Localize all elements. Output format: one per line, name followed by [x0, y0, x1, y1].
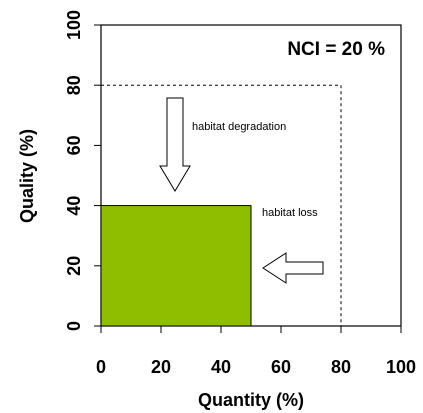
y-tick-label: 80: [64, 75, 84, 95]
x-axis-title: Quantity (%): [198, 390, 304, 410]
y-tick-label: 40: [64, 196, 84, 216]
x-tick-label: 80: [331, 357, 351, 377]
y-tick-label: 20: [64, 256, 84, 276]
current-habitat-region: [100, 205, 252, 327]
y-axis: 0 20 40 60 80 100: [64, 10, 101, 331]
y-tick-label: 100: [64, 10, 84, 40]
x-tick-label: 0: [96, 357, 106, 377]
x-tick-label: 60: [271, 357, 291, 377]
habitat-loss-label: habitat loss: [262, 207, 318, 219]
loss-arrow-icon: [262, 252, 324, 284]
x-tick-label: 40: [211, 357, 231, 377]
habitat-degradation-label: habitat degradation: [192, 121, 286, 133]
reference-habitat-dashed-boundary: [101, 84, 342, 326]
x-tick-label: 100: [386, 357, 416, 377]
y-tick-label: 60: [64, 135, 84, 155]
y-tick-label: 0: [64, 321, 84, 331]
degradation-arrow-icon: [159, 97, 191, 192]
x-tick-label: 20: [151, 357, 171, 377]
y-axis-title: Quality (%): [17, 129, 37, 223]
nci-label: NCI = 20 %: [287, 39, 385, 60]
x-axis: 0 20 40 60 80 100: [96, 326, 416, 377]
